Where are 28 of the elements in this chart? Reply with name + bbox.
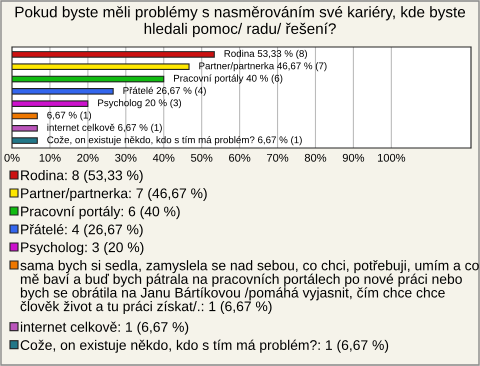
legend-label: Psycholog: 3 (20 %) bbox=[21, 242, 144, 255]
data-label: Partner/partnerka 46,67 % (7) bbox=[199, 62, 327, 72]
x-tick-label: 40% bbox=[152, 154, 174, 162]
x-tick-label: 50% bbox=[190, 154, 212, 162]
x-tick-label: 10% bbox=[40, 154, 61, 162]
x-tick-label: 0% bbox=[4, 154, 20, 162]
x-tick-label: 70% bbox=[266, 154, 288, 162]
x-tick-label: 80% bbox=[304, 154, 326, 162]
x-tick-label: 30% bbox=[115, 154, 137, 162]
x-tick-label: 100% bbox=[378, 154, 406, 162]
data-label: Přátelé 26,67 % (4) bbox=[123, 86, 206, 96]
data-label: internet celkově 6,67 % (1) bbox=[47, 124, 162, 133]
legend-label: internet celkově: 1 (6,67 %) bbox=[20, 322, 188, 335]
legend-label: Rodina: 8 (53,33 %) bbox=[21, 170, 143, 183]
data-label: Rodina 53,33 % (8) bbox=[224, 50, 307, 59]
x-tick-label: 20% bbox=[77, 154, 99, 162]
legend-label: Pracovní portály: 6 (40 %) bbox=[21, 206, 180, 220]
data-label: 6,67 % (1) bbox=[47, 111, 92, 121]
chart-title: Pokud byste měli problémy s nasměrováním své kariéry, kde byste hledali pomoc/ radu/ řešení? bbox=[16, 6, 466, 38]
legend-label: Cože, on existuje někdo, kdo s tím má problém?: 1 (6,67 %) bbox=[20, 340, 388, 353]
data-label: Psycholog 20 % (3) bbox=[98, 99, 182, 108]
x-tick-label: 90% bbox=[342, 154, 364, 162]
x-tick-label: 60% bbox=[229, 154, 250, 162]
legend-label: sama bych si sedla, zamyslela se nad sebou, co chci, potřebuji, umím a co mě baví a buď bych pátrala na pracovních portálech po nové práci nebo bych se obrátila na Janu Bártíkovou /pomáhá vyjasnit, čím chce chce člověk život a tu práci získat/.: 1 (6,67 %) bbox=[20, 260, 479, 314]
data-label: Pracovní portály 40 % (6) bbox=[174, 74, 282, 84]
legend-label: Partner/partnerka: 7 (46,67 %) bbox=[21, 188, 207, 201]
data-label: Cože, on existuje někdo, kdo s tím má problém? 6,67 % (1) bbox=[47, 136, 302, 146]
legend-label: Přátelé: 4 (26,67 %) bbox=[21, 224, 143, 238]
